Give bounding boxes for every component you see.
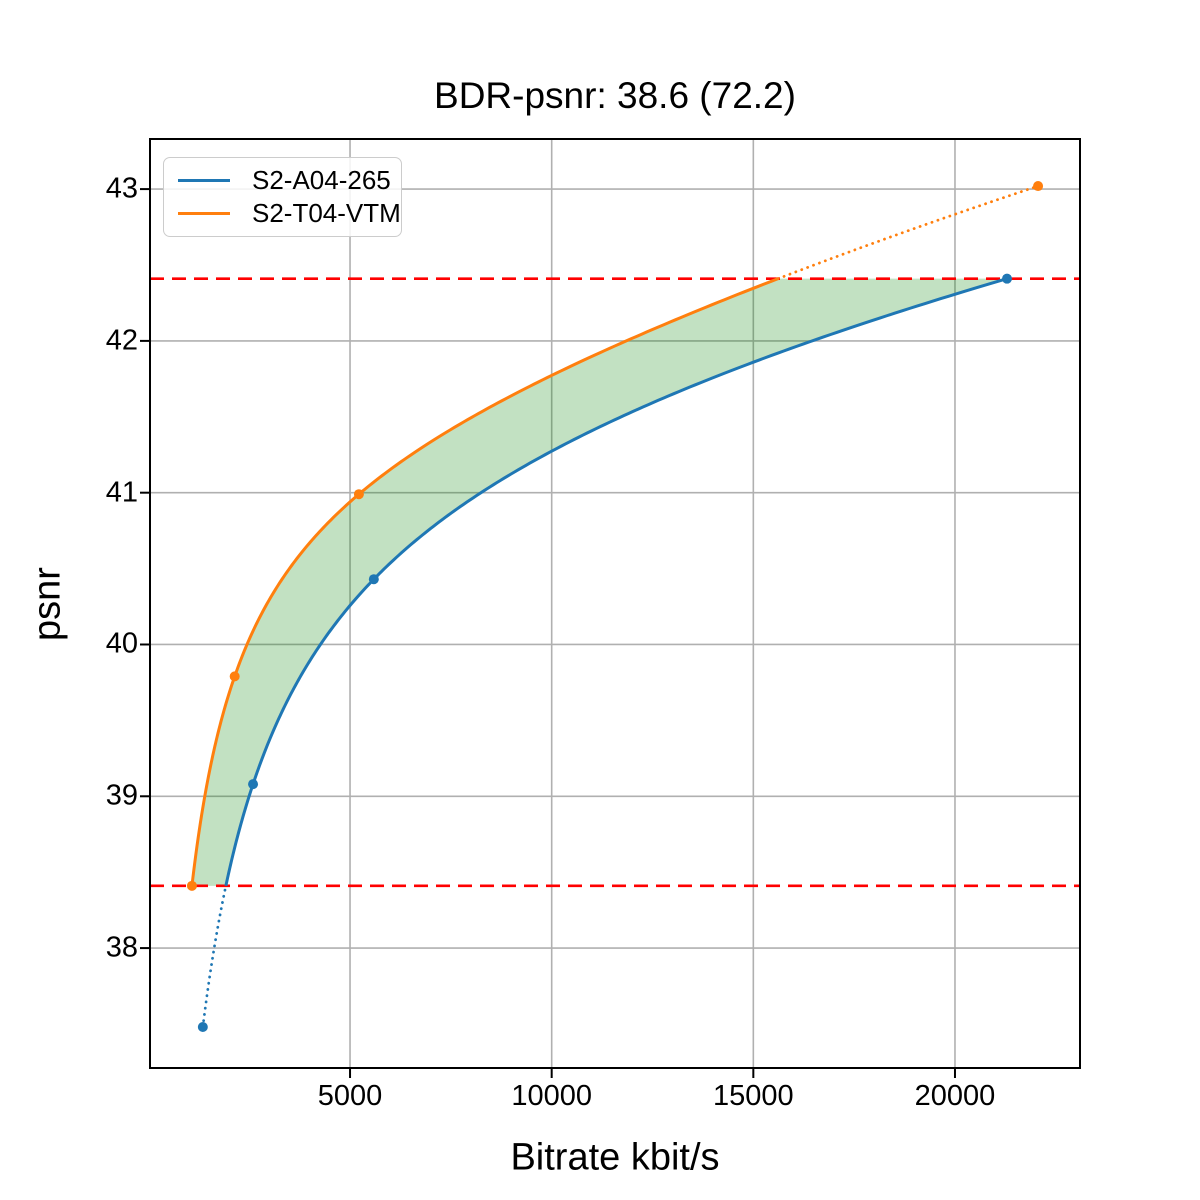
marker-S2-T04-VTM-0 bbox=[186, 880, 197, 891]
x-axis-label: Bitrate kbit/s bbox=[510, 1136, 720, 1179]
marker-S2-A04-265-0 bbox=[197, 1022, 208, 1033]
marker-S2-T04-VTM-1 bbox=[229, 671, 240, 682]
x-tick-label-10000: 10000 bbox=[511, 1080, 592, 1112]
legend-swatch-s2-t04-vtm bbox=[178, 212, 230, 216]
chart-title: BDR-psnr: 38.6 (72.2) bbox=[434, 75, 796, 116]
bd-shaded-region bbox=[191, 278, 1007, 886]
legend-swatch-s2-a04-265 bbox=[178, 178, 230, 182]
legend-item-s2-t04-vtm: S2-T04-VTM bbox=[178, 198, 401, 229]
series-0-line-dotted bbox=[201, 884, 228, 1029]
y-tick-label-42: 42 bbox=[105, 324, 138, 357]
y-tick-label-43: 43 bbox=[105, 172, 138, 205]
y-tick-label-40: 40 bbox=[105, 627, 138, 660]
legend-label-s2-a04-265: S2-A04-265 bbox=[252, 164, 391, 195]
legend-item-s2-a04-265: S2-A04-265 bbox=[178, 165, 391, 196]
legend: S2-A04-265 S2-T04-VTM bbox=[163, 157, 402, 237]
y-tick-label-39: 39 bbox=[105, 779, 138, 812]
y-tick-label-38: 38 bbox=[105, 931, 138, 964]
series-1-line-solid bbox=[190, 277, 779, 887]
x-tick-label-15000: 15000 bbox=[713, 1080, 794, 1112]
y-tick-label-41: 41 bbox=[105, 476, 138, 509]
x-tick-label-20000: 20000 bbox=[914, 1080, 996, 1112]
marker-S2-T04-VTM-3 bbox=[1033, 181, 1044, 192]
marker-S2-A04-265-1 bbox=[248, 779, 259, 790]
marker-S2-A04-265-3 bbox=[1002, 273, 1013, 284]
x-tick-label-5000: 5000 bbox=[317, 1080, 383, 1112]
series-1-line-dotted bbox=[776, 184, 1040, 281]
marker-S2-A04-265-2 bbox=[368, 574, 379, 585]
series-0-line-solid bbox=[224, 277, 1008, 887]
plot-border bbox=[149, 138, 1081, 1069]
marker-S2-T04-VTM-2 bbox=[353, 489, 364, 500]
legend-label-s2-t04-vtm: S2-T04-VTM bbox=[252, 198, 401, 229]
